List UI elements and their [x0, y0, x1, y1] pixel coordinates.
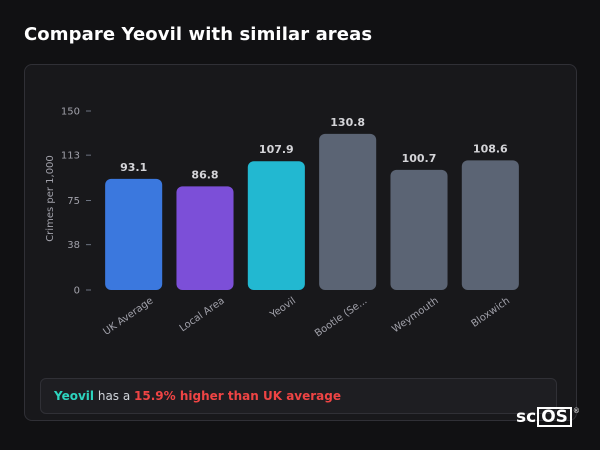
- page-title: Compare Yeovil with similar areas: [24, 24, 373, 45]
- x-category-label: Bloxwich: [470, 295, 512, 329]
- y-axis-label: Crimes per 1,000: [45, 155, 56, 242]
- bar-value-label: 107.9: [259, 143, 294, 156]
- summary-text: has a: [94, 389, 135, 403]
- bar-value-label: 100.7: [402, 152, 437, 165]
- summary-area-name: Yeovil: [54, 389, 95, 403]
- comparison-summary: Yeovil has a 15.9% higher than UK averag…: [40, 378, 557, 414]
- logo-boxed: OS: [537, 407, 572, 427]
- scos-logo: sc OS ®: [516, 407, 580, 427]
- bar: [390, 169, 448, 290]
- x-category-label: Weymouth: [390, 295, 440, 335]
- bar: [319, 133, 377, 290]
- x-category-label: UK Average: [101, 295, 155, 337]
- bar: [461, 160, 519, 290]
- y-tick-label: 38: [67, 240, 80, 251]
- bar: [105, 178, 163, 290]
- y-tick-label: 0: [74, 286, 80, 297]
- y-tick-label: 113: [61, 151, 80, 162]
- summary-difference: 15.9% higher than UK average: [134, 389, 341, 403]
- bar-value-label: 86.8: [191, 168, 218, 181]
- y-tick-label: 75: [67, 196, 80, 207]
- y-tick-label: 150: [61, 107, 80, 118]
- logo-prefix: sc: [516, 407, 537, 427]
- x-category-label: Yeovil: [268, 295, 298, 321]
- x-category-label: Local Area: [178, 295, 227, 334]
- x-category-label: Bootle (Se...: [313, 295, 369, 339]
- logo-registered-mark: ®: [572, 407, 580, 415]
- bar: [247, 161, 305, 290]
- bar: [176, 186, 234, 290]
- bar-value-label: 108.6: [473, 142, 508, 155]
- bar-value-label: 93.1: [120, 161, 147, 174]
- bar-value-label: 130.8: [330, 116, 365, 129]
